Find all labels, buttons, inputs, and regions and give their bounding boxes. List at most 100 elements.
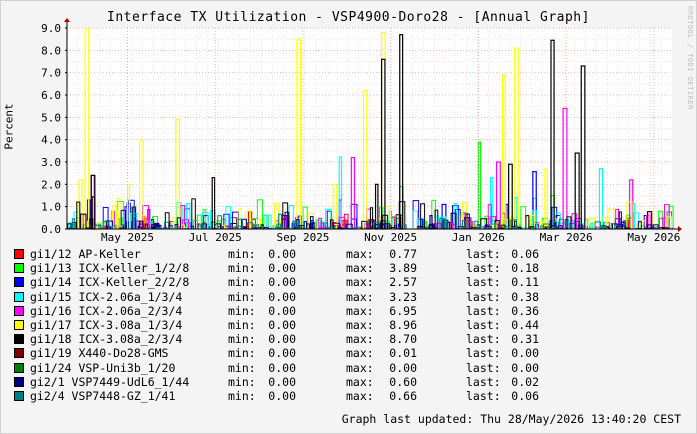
- legend-min-value: 0.00: [268, 374, 296, 389]
- legend-max-value: 0.77: [389, 247, 417, 261]
- legend-swatch: [14, 362, 24, 373]
- legend-name: gi1/18 ICX-3.08a_2/3/4: [30, 332, 183, 347]
- legend-max-label: max:: [346, 374, 374, 389]
- legend-name: gi2/1 VSP7449-UdL6_1/44: [30, 374, 190, 389]
- legend-min-label: min:: [228, 289, 256, 304]
- legend-swatch: [14, 263, 24, 274]
- legend-last-value: 0.31: [511, 332, 539, 347]
- y-tick-label: 2.0: [41, 178, 61, 191]
- x-tick-label: Mar 2026: [540, 231, 593, 244]
- legend-row: gi2/4 VSP7448-GZ_1/41 min: 0.00 max: 0.66 las…: [14, 389, 539, 403]
- legend-min-value: 0.00: [268, 360, 296, 375]
- legend: gi1/12 AP-Keller min: 0.00 max: 0.77 last: 0.0…: [14, 247, 539, 403]
- legend-last-label: last:: [466, 261, 501, 276]
- legend-last-label: last:: [466, 360, 501, 375]
- legend-max-label: max:: [346, 346, 374, 361]
- legend-swatch: [14, 319, 24, 330]
- legend-last-value: 0.00: [511, 360, 539, 375]
- legend-swatch: [14, 277, 24, 288]
- y-tick-label: 6.0: [41, 89, 61, 102]
- legend-max-label: max:: [346, 388, 374, 403]
- x-tick-label: Sep 2025: [276, 231, 329, 244]
- last-updated-text: Graph last updated: Thu 28/May/2026 13:4…: [341, 412, 681, 426]
- legend-row: gi1/24 VSP-Uni3b_1/20 min: 0.00 max: 0.00 las…: [14, 361, 539, 375]
- y-tick-label: 7.0: [41, 67, 61, 80]
- legend-row: gi1/13 ICX-Keller_1/2/8 min: 0.00 max: 3.89 l…: [14, 261, 539, 275]
- legend-last-value: 0.02: [511, 374, 539, 389]
- legend-min-value: 0.00: [268, 247, 296, 261]
- legend-last-label: last:: [466, 275, 501, 290]
- legend-last-value: 0.36: [511, 303, 539, 318]
- legend-min-label: min:: [228, 317, 256, 332]
- legend-name: gi1/17 ICX-3.08a_1/3/4: [30, 317, 183, 332]
- legend-row: gi1/12 AP-Keller min: 0.00 max: 0.77 last: 0.0…: [14, 247, 539, 261]
- legend-max-label: max:: [346, 303, 374, 318]
- legend-row: gi1/14 ICX-Keller_2/2/8 min: 0.00 max: 2.57 l…: [14, 275, 539, 289]
- legend-max-label: max:: [346, 261, 374, 276]
- legend-min-value: 0.00: [268, 332, 296, 347]
- legend-name: gi1/14 ICX-Keller_2/2/8: [30, 275, 190, 290]
- legend-swatch: [14, 291, 24, 302]
- legend-max-label: max:: [346, 289, 374, 304]
- legend-last-label: last:: [466, 303, 501, 318]
- legend-min-label: min:: [228, 374, 256, 389]
- y-axis-arrow: [64, 18, 70, 22]
- legend-min-value: 0.00: [268, 346, 296, 361]
- legend-last-value: 0.06: [511, 388, 539, 403]
- legend-name: gi1/19 X440-Do28-GMS: [30, 346, 169, 361]
- legend-last-label: last:: [466, 388, 501, 403]
- legend-min-label: min:: [228, 346, 256, 361]
- legend-last-value: 0.18: [511, 261, 539, 276]
- legend-swatch: [14, 348, 24, 359]
- legend-max-value: 3.23: [389, 289, 417, 304]
- legend-name: gi1/15 ICX-2.06a_1/3/4: [30, 289, 183, 304]
- legend-min-value: 0.00: [268, 303, 296, 318]
- legend-max-value: 8.96: [389, 317, 417, 332]
- legend-min-value: 0.00: [268, 317, 296, 332]
- legend-min-label: min:: [228, 332, 256, 347]
- legend-row: gi1/16 ICX-2.06a_2/3/4 min: 0.00 max: 6.95 la…: [14, 304, 539, 318]
- legend-swatch: [14, 376, 24, 387]
- legend-row: gi1/19 X440-Do28-GMS min: 0.00 max: 0.01 last…: [14, 346, 539, 360]
- rrdtool-watermark: RRDTOOL / TOBI OETIKER: [686, 6, 694, 110]
- legend-name: gi1/12 AP-Keller: [30, 247, 141, 261]
- legend-max-label: max:: [346, 360, 374, 375]
- legend-last-label: last:: [466, 346, 501, 361]
- graph-title: Interface TX Utilization - VSP4900-Doro2…: [107, 10, 590, 25]
- legend-max-value: 8.70: [389, 332, 417, 347]
- legend-max-label: max:: [346, 317, 374, 332]
- legend-max-value: 0.60: [389, 374, 417, 389]
- legend-max-label: max:: [346, 247, 374, 261]
- y-tick-label: 0.0: [41, 223, 61, 236]
- legend-max-value: 0.01: [389, 346, 417, 361]
- x-tick-label: Jul 2025: [189, 231, 242, 244]
- legend-last-label: last:: [466, 374, 501, 389]
- x-tick-label: Nov 2025: [364, 231, 417, 244]
- x-tick-label: Jan 2026: [452, 231, 505, 244]
- y-tick-label: 3.0: [41, 156, 61, 169]
- legend-max-label: max:: [346, 275, 374, 290]
- legend-swatch: [14, 249, 24, 259]
- legend-max-value: 0.00: [389, 360, 417, 375]
- legend-max-value: 6.95: [389, 303, 417, 318]
- legend-min-label: min:: [228, 303, 256, 318]
- legend-last-value: 0.00: [511, 346, 539, 361]
- legend-min-label: min:: [228, 360, 256, 375]
- legend-max-value: 3.89: [389, 261, 417, 276]
- legend-min-value: 0.00: [268, 289, 296, 304]
- legend-name: gi1/16 ICX-2.06a_2/3/4: [30, 303, 183, 318]
- legend-row: gi1/17 ICX-3.08a_1/3/4 min: 0.00 max: 8.96 la…: [14, 318, 539, 332]
- legend-min-value: 0.00: [268, 261, 296, 276]
- legend-min-value: 0.00: [268, 275, 296, 290]
- y-tick-label: 8.0: [41, 44, 61, 57]
- legend-last-value: 0.11: [511, 275, 539, 290]
- legend-last-label: last:: [466, 332, 501, 347]
- legend-max-value: 0.66: [389, 388, 417, 403]
- y-tick-label: 9.0: [41, 22, 61, 35]
- legend-last-label: last:: [466, 247, 501, 261]
- legend-min-label: min:: [228, 261, 256, 276]
- legend-swatch: [14, 305, 24, 316]
- legend-name: gi1/13 ICX-Keller_1/2/8: [30, 261, 190, 276]
- y-tick-label: 1.0: [41, 201, 61, 214]
